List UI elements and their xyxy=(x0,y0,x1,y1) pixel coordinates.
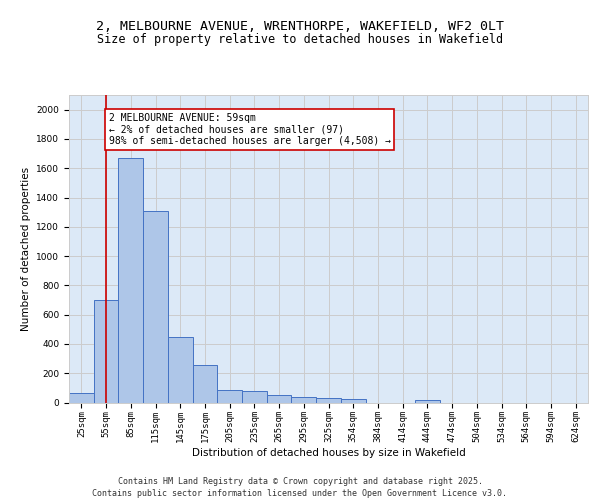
Bar xyxy=(143,210,168,402)
Bar xyxy=(69,393,94,402)
Bar xyxy=(242,391,267,402)
Bar xyxy=(168,338,193,402)
Bar xyxy=(118,158,143,402)
Y-axis label: Number of detached properties: Number of detached properties xyxy=(21,166,31,331)
Bar xyxy=(292,396,316,402)
Bar xyxy=(94,300,118,402)
Text: Size of property relative to detached houses in Wakefield: Size of property relative to detached ho… xyxy=(97,32,503,46)
Text: Contains HM Land Registry data © Crown copyright and database right 2025.
Contai: Contains HM Land Registry data © Crown c… xyxy=(92,476,508,498)
Text: 2 MELBOURNE AVENUE: 59sqm
← 2% of detached houses are smaller (97)
98% of semi-d: 2 MELBOURNE AVENUE: 59sqm ← 2% of detach… xyxy=(109,112,391,146)
X-axis label: Distribution of detached houses by size in Wakefield: Distribution of detached houses by size … xyxy=(191,448,466,458)
Bar xyxy=(316,398,341,402)
Bar xyxy=(415,400,440,402)
Bar xyxy=(267,395,292,402)
Bar xyxy=(217,390,242,402)
Bar xyxy=(193,365,217,403)
Text: 2, MELBOURNE AVENUE, WRENTHORPE, WAKEFIELD, WF2 0LT: 2, MELBOURNE AVENUE, WRENTHORPE, WAKEFIE… xyxy=(96,20,504,33)
Bar xyxy=(341,399,365,402)
